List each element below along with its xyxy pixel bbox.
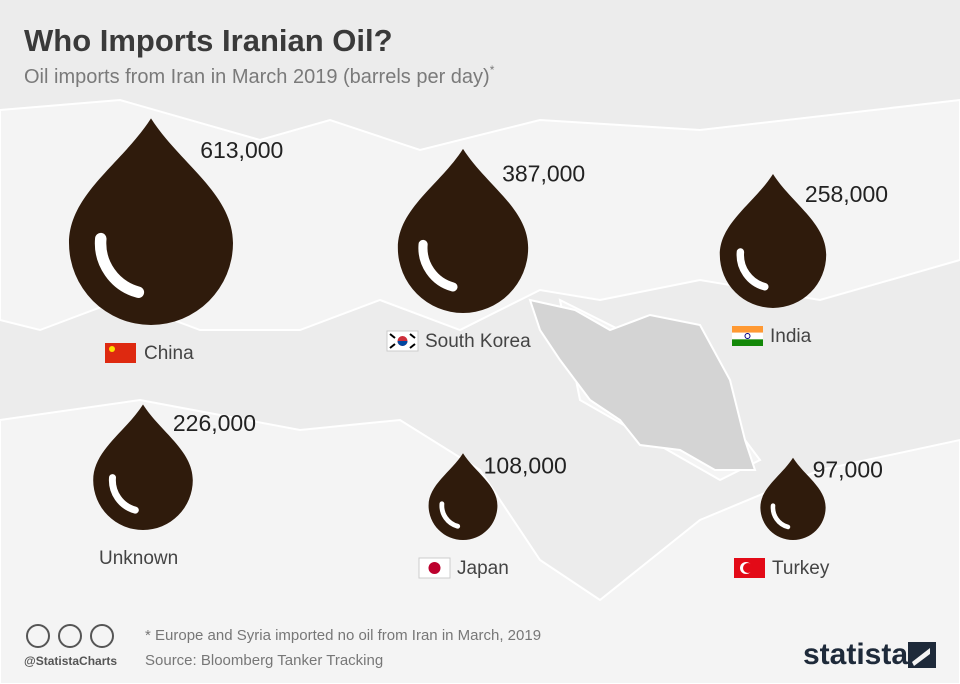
value-label: 387,000 [502,161,585,187]
category-label: Unknown [99,548,178,569]
flag-bottom [732,339,763,346]
value-label: 613,000 [200,137,283,163]
footer: @StatistaCharts * Europe and Syria impor… [24,624,936,671]
drops: 613,000 China 387,000 South Korea 258,000 Ind… [69,118,888,579]
drop-highlight [770,503,791,530]
brand-icon [908,642,936,668]
license-icons [26,624,114,648]
flag-moon-cut [743,563,753,573]
flag [418,557,451,579]
flag-disc-half [397,341,408,346]
handle: @StatistaCharts [24,654,117,668]
flag-wheel [744,333,751,339]
subtitle-text: Oil imports from Iran in March 2019 (bar… [24,66,490,88]
flag [732,326,763,346]
value-label: 258,000 [805,181,888,207]
flag-top [732,326,763,333]
flag-field [105,343,136,363]
drop-highlight [94,232,145,298]
value-label: 226,000 [173,410,256,436]
flag-bars [389,333,416,349]
category-label: Turkey [772,558,830,579]
chart-subtitle: Oil imports from Iran in March 2019 (bar… [24,63,495,88]
drop-highlight [736,248,769,291]
flag-sun [428,562,441,574]
category-label: India [770,326,812,347]
drop-highlight [108,474,139,514]
value-label: 108,000 [484,452,567,478]
category-label: Japan [457,558,509,579]
flag [386,330,419,352]
value-label: 97,000 [813,456,883,482]
iran-shape [528,298,757,471]
flag [734,558,765,578]
flag-mid [732,332,763,340]
category-label: South Korea [425,331,531,352]
footnote: * Europe and Syria imported no oil from … [145,627,541,644]
drop-highlight [439,501,461,529]
category-label: China [144,343,194,364]
subtitle-marker: * [490,63,495,77]
flag [105,343,136,363]
brand: statista [803,638,908,671]
drop-highlight [418,239,458,292]
flag-star [109,346,115,352]
chart-title: Who Imports Iranian Oil? [24,23,393,58]
source: Source: Bloomberg Tanker Tracking [145,652,383,669]
